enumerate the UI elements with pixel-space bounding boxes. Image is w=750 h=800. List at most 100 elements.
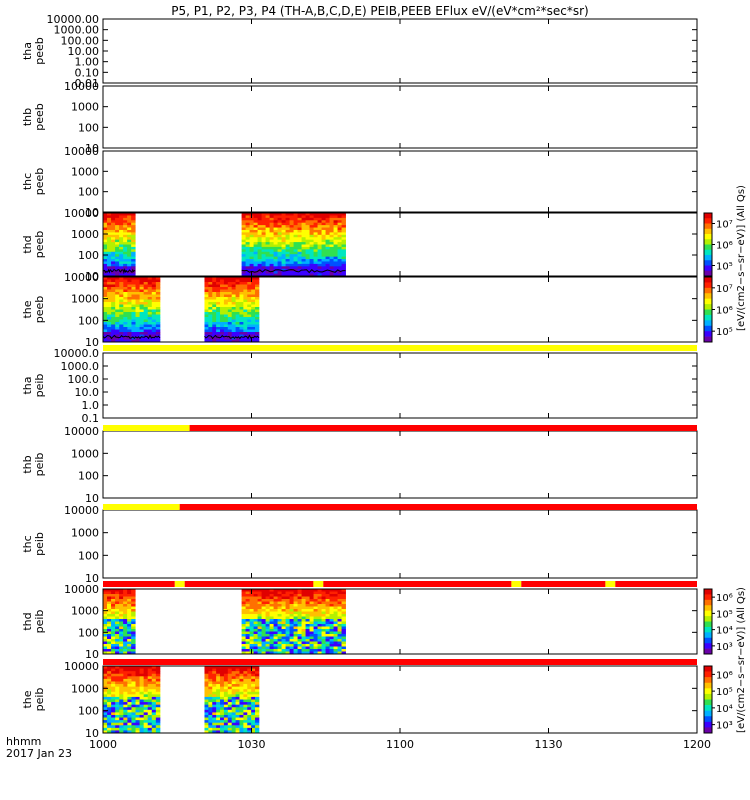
colorbar-swatch xyxy=(704,277,712,283)
spectrogram-cell xyxy=(243,717,248,721)
spectrogram-cell xyxy=(257,232,262,236)
spectrogram-cell xyxy=(253,215,258,219)
spectrogram-cell xyxy=(151,317,157,320)
spectrogram-cell xyxy=(123,722,128,726)
mode-bar-segment xyxy=(103,659,697,665)
spectrogram-cell xyxy=(151,302,157,305)
spectrogram-cell xyxy=(111,601,116,605)
spectrogram-cell xyxy=(269,271,274,274)
spectrogram-cell xyxy=(273,644,278,647)
spectrogram-cell xyxy=(333,614,338,617)
spectrogram-cell xyxy=(123,676,128,680)
spectrogram-cell xyxy=(251,678,256,682)
y-tick-label: 1.00 xyxy=(75,56,100,69)
spectrogram-cell xyxy=(139,709,145,713)
spectrogram-cell xyxy=(285,651,290,655)
spectrogram-cell xyxy=(216,712,221,716)
y-tick-label: 10 xyxy=(85,206,99,219)
spectrogram-cell xyxy=(301,266,306,270)
spectrogram-cell xyxy=(139,730,145,734)
spectrogram-cell xyxy=(235,292,240,295)
spectrogram-cell xyxy=(119,727,124,731)
spectrogram-cell xyxy=(223,324,229,328)
spectrogram-cell xyxy=(107,649,112,652)
spectrogram-cell xyxy=(247,279,252,283)
spectrogram-cell xyxy=(297,222,302,226)
spectrogram-cell xyxy=(329,227,334,231)
spectrogram-cell xyxy=(115,213,120,216)
spectrogram-cell xyxy=(257,609,262,612)
spectrogram-cell xyxy=(277,227,282,231)
spectrogram-cell xyxy=(317,222,322,226)
spectrogram-cell xyxy=(216,673,221,677)
spectrogram-cell xyxy=(251,289,256,293)
spectrogram-cell xyxy=(155,717,161,721)
spectrogram-cell xyxy=(151,299,157,303)
spectrogram-cell xyxy=(305,614,310,617)
spectrogram-cell xyxy=(235,686,240,690)
spectrogram-cell xyxy=(103,699,108,703)
spectrogram-cell xyxy=(341,242,346,245)
spectrogram-cell xyxy=(123,327,128,330)
spectrogram-cell xyxy=(220,730,225,734)
spectrogram-cell xyxy=(115,678,120,682)
spectrogram-cell xyxy=(131,279,136,283)
spectrogram-cell xyxy=(103,730,108,734)
spectrogram-cell xyxy=(251,292,256,295)
spectrogram-cell xyxy=(337,271,342,274)
spectrogram-cell xyxy=(243,309,248,313)
spectrogram-cell xyxy=(135,332,140,335)
spectrogram-cell xyxy=(127,227,132,231)
spectrogram-cell xyxy=(235,312,240,315)
spectrogram-cell xyxy=(313,609,318,612)
spectrogram-cell xyxy=(216,681,221,685)
spectrogram-cell xyxy=(273,606,278,610)
spectrogram-cell xyxy=(115,704,120,708)
spectrogram-cell xyxy=(155,289,161,293)
spectrogram-cell xyxy=(208,694,213,698)
spectrogram-cell xyxy=(204,689,209,693)
spectrogram-cell xyxy=(123,251,128,255)
spectrogram-cell xyxy=(337,237,342,241)
spectrogram-cell xyxy=(135,334,140,338)
spectrogram-cell xyxy=(321,273,326,277)
spectrogram-cell xyxy=(135,691,140,695)
spectrogram-cell xyxy=(231,725,236,729)
spectrogram-cell xyxy=(257,599,262,602)
spectrogram-cell xyxy=(309,273,314,277)
spectrogram-cell xyxy=(341,621,346,625)
spectrogram-cell xyxy=(253,631,258,635)
spectrogram-cell xyxy=(127,217,132,221)
spectrogram-cell xyxy=(216,702,221,706)
spectrogram-cell xyxy=(247,287,252,290)
spectrogram-cell xyxy=(293,225,298,228)
spectrogram-cell xyxy=(251,324,256,328)
spectrogram-cell xyxy=(223,666,229,669)
spectrogram-cell xyxy=(289,256,294,260)
spectrogram-cell xyxy=(289,249,294,253)
spectrogram-cell xyxy=(313,251,318,255)
spectrogram-cell xyxy=(220,722,225,726)
spectrogram-cell xyxy=(123,691,128,695)
spectrogram-cell xyxy=(231,284,236,288)
spectrogram-cell xyxy=(253,217,258,221)
spectrogram-cell xyxy=(341,591,346,595)
spectrogram-cell xyxy=(119,616,124,620)
y-tick-label: 1.0 xyxy=(82,399,100,412)
spectrogram-cell xyxy=(151,292,157,295)
spectrogram-cell xyxy=(220,691,225,695)
spectrogram-cell xyxy=(212,299,217,303)
spectrogram-cell xyxy=(255,668,260,672)
spectrogram-cell xyxy=(301,606,306,610)
spectrogram-cell xyxy=(123,312,128,315)
spectrogram-cell xyxy=(309,213,314,216)
spectrogram-cell xyxy=(111,686,116,690)
spectrogram-cell xyxy=(204,676,209,680)
colorbar-swatch xyxy=(704,693,712,700)
spectrogram-cell xyxy=(147,284,153,288)
spectrogram-cell xyxy=(245,651,250,655)
spectrogram-cell xyxy=(220,297,225,300)
spectrogram-cell xyxy=(253,611,258,615)
spectrogram-cell xyxy=(285,614,290,617)
